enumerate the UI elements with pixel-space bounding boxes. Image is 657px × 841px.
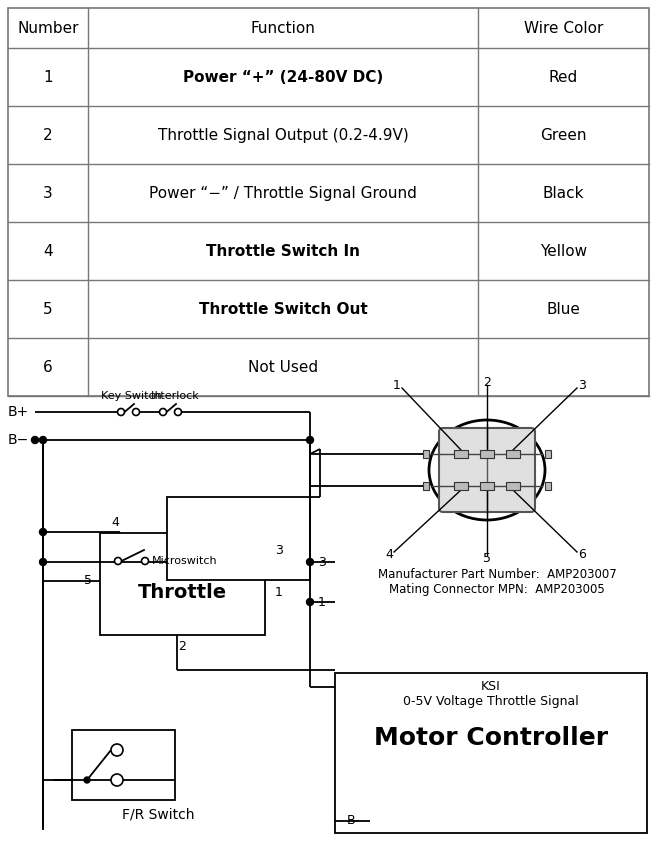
Circle shape (133, 409, 139, 415)
Text: Key Switch: Key Switch (101, 391, 162, 401)
Bar (8, 8, 649, 396)
Circle shape (114, 558, 122, 564)
Text: 2: 2 (43, 128, 53, 142)
Text: 6: 6 (578, 548, 586, 562)
Text: Throttle Switch In: Throttle Switch In (206, 244, 360, 258)
Bar (167, 497, 310, 580)
Text: Not Used: Not Used (248, 359, 318, 374)
Text: 5: 5 (483, 552, 491, 564)
Text: Black: Black (543, 186, 584, 200)
Bar (335, 673, 647, 833)
Text: 4: 4 (111, 516, 119, 530)
Text: 3: 3 (43, 186, 53, 200)
Text: Green: Green (540, 128, 587, 142)
Text: 3: 3 (318, 556, 326, 569)
Text: Power “−” / Throttle Signal Ground: Power “−” / Throttle Signal Ground (149, 186, 417, 200)
Text: B-: B- (347, 814, 360, 828)
Text: Microswitch: Microswitch (152, 556, 218, 566)
Text: 4: 4 (43, 244, 53, 258)
Text: 2: 2 (483, 375, 491, 389)
Text: 1: 1 (393, 378, 401, 392)
Circle shape (118, 409, 124, 415)
Text: 3: 3 (578, 378, 586, 392)
Circle shape (141, 558, 148, 564)
Text: 4: 4 (385, 548, 393, 562)
Circle shape (160, 409, 166, 415)
Text: Yellow: Yellow (540, 244, 587, 258)
Text: Throttle Signal Output (0.2-4.9V): Throttle Signal Output (0.2-4.9V) (158, 128, 409, 142)
Circle shape (307, 558, 313, 565)
Text: Motor Controller: Motor Controller (374, 726, 608, 750)
Circle shape (111, 744, 123, 756)
Circle shape (39, 528, 47, 536)
Bar (72, 730, 175, 800)
Circle shape (39, 436, 47, 443)
Ellipse shape (429, 420, 545, 520)
Bar (506, 450, 520, 458)
Text: 3: 3 (275, 544, 283, 558)
Text: B+: B+ (8, 405, 30, 419)
Bar (480, 450, 494, 458)
Text: Throttle: Throttle (137, 583, 227, 601)
Bar (454, 482, 468, 490)
Text: 1: 1 (43, 70, 53, 84)
FancyBboxPatch shape (439, 428, 535, 512)
Text: Blue: Blue (547, 302, 580, 316)
Bar (545, 450, 551, 458)
Bar (545, 482, 551, 490)
Circle shape (84, 777, 90, 783)
Bar (506, 482, 520, 490)
Text: KSI: KSI (481, 680, 501, 694)
Text: Mating Connector MPN:  AMP203005: Mating Connector MPN: AMP203005 (389, 584, 605, 596)
Circle shape (32, 436, 39, 443)
Bar (100, 533, 265, 635)
Text: F/R Switch: F/R Switch (122, 807, 194, 821)
Text: 6: 6 (43, 359, 53, 374)
Text: B−: B− (8, 433, 30, 447)
Circle shape (175, 409, 181, 415)
Text: Power “+” (24-80V DC): Power “+” (24-80V DC) (183, 70, 383, 84)
Text: 1: 1 (275, 586, 283, 600)
Text: 5: 5 (43, 302, 53, 316)
Bar (480, 482, 494, 490)
Circle shape (307, 436, 313, 443)
Text: Throttle Switch Out: Throttle Switch Out (198, 302, 367, 316)
Circle shape (111, 774, 123, 786)
Text: 5: 5 (84, 574, 92, 588)
Bar (423, 482, 429, 490)
Text: Function: Function (250, 20, 315, 35)
Text: 1: 1 (318, 595, 326, 609)
Text: 0-5V Voltage Throttle Signal: 0-5V Voltage Throttle Signal (403, 695, 579, 707)
Bar (423, 450, 429, 458)
Bar (454, 450, 468, 458)
Circle shape (39, 558, 47, 565)
Text: Interlock: Interlock (150, 391, 199, 401)
Text: 2: 2 (178, 641, 186, 653)
Text: Red: Red (549, 70, 578, 84)
Text: Wire Color: Wire Color (524, 20, 603, 35)
Text: Number: Number (17, 20, 79, 35)
Circle shape (307, 599, 313, 606)
Text: Manufacturer Part Number:  AMP203007: Manufacturer Part Number: AMP203007 (378, 569, 616, 581)
